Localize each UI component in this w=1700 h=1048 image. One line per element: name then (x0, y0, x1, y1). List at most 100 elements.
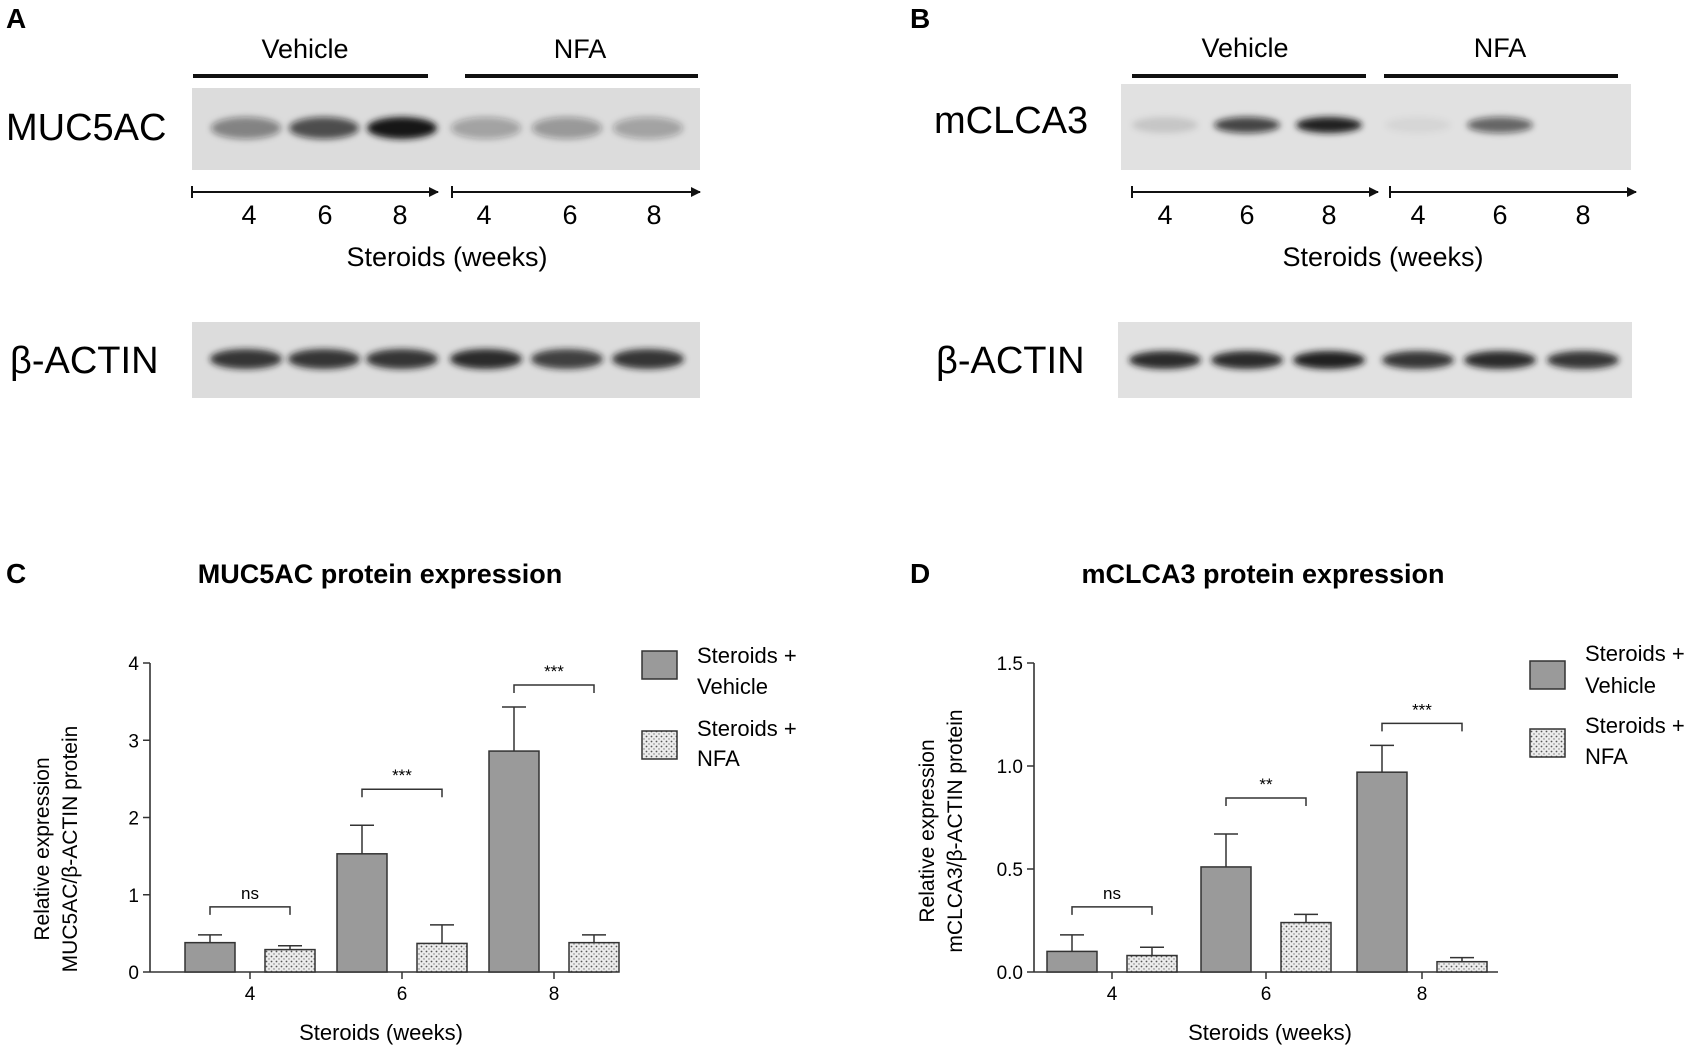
lane-label: 8 (1321, 200, 1336, 230)
protein-label-mclca3: mCLCA3 (934, 100, 1088, 142)
bar-nfa (1126, 954, 1178, 973)
x-tick-label: 4 (1107, 984, 1118, 1005)
legend-label: Steroids + (1585, 713, 1685, 738)
x-tick-label: 8 (549, 984, 560, 1005)
blot-membrane (1118, 322, 1632, 398)
significance-bracket (1071, 906, 1153, 915)
legend-swatch-nfa (1529, 728, 1566, 758)
lane-labels-a: 4 6 8 4 6 8 (241, 200, 661, 230)
legend-swatch-vehicle (1529, 660, 1566, 690)
blot-band (1214, 117, 1280, 133)
blot-band (1296, 117, 1362, 133)
bar-nfa (568, 941, 620, 973)
blot-band (288, 349, 360, 369)
blot-muc5ac (192, 88, 700, 170)
bar-nfa (1280, 921, 1332, 973)
blot-actin-a (192, 322, 700, 398)
significance-label: *** (1412, 700, 1432, 719)
blot-band (613, 117, 683, 139)
lane-label: 8 (1575, 200, 1590, 230)
blot-mclca3 (1121, 84, 1631, 170)
legend-label: Steroids + (697, 643, 797, 668)
bar-vehicle (184, 941, 236, 973)
group-label-nfa: NFA (1474, 33, 1527, 63)
legend-d: Steroids + Vehicle Steroids + NFA (1529, 641, 1685, 769)
x-axis-title: Steroids (weeks) (299, 1020, 463, 1045)
chart-title: MUC5AC protein expression (198, 559, 563, 589)
legend-label: Vehicle (1585, 673, 1656, 698)
y-tick-label: 1.5 (997, 654, 1023, 675)
blot-band (1464, 351, 1536, 369)
y-axis-title-line1: Relative expression (31, 757, 54, 940)
loading-label-actin-b: β-ACTIN (936, 340, 1085, 382)
legend-label: NFA (697, 746, 740, 771)
y-axis-title-line1: Relative expression (916, 739, 939, 922)
y-tick-label: 0 (128, 963, 139, 984)
x-tick-label: 6 (397, 984, 408, 1005)
blot-band (532, 117, 602, 139)
bar-vehicle (336, 853, 388, 973)
bar-nfa (1436, 960, 1488, 973)
panel-letter-b: B (910, 3, 930, 34)
significance-bracket (361, 788, 443, 798)
group-label-vehicle: Vehicle (261, 34, 348, 64)
chart-title: mCLCA3 protein expression (1081, 559, 1444, 589)
lane-labels-b: 4 6 8 4 6 8 (1157, 200, 1590, 230)
lane-label: 8 (646, 200, 661, 230)
x-tick-label: 4 (245, 984, 256, 1005)
bar-chart-mclca3: 0.0 0.5 1.0 1.5 4 ns 6 ** 8 *** (997, 654, 1498, 1005)
y-tick-label: 3 (128, 731, 139, 752)
legend-label: Steroids + (1585, 641, 1685, 666)
lane-label: 4 (476, 200, 491, 230)
blot-actin-b (1118, 322, 1632, 398)
y-tick-label: 0.0 (997, 963, 1023, 984)
blot-bands (210, 349, 684, 369)
significance-bracket (513, 684, 595, 694)
bar-vehicle (1356, 771, 1408, 973)
panel-d: D mCLCA3 protein expression 0.0 0.5 1.0 1.5… (910, 558, 1685, 1045)
blot-band (450, 349, 522, 369)
significance-bracket (1225, 797, 1307, 806)
bar-vehicle (488, 750, 540, 973)
significance-bracket (209, 906, 291, 915)
blot-band (1547, 351, 1619, 369)
significance-bracket (1381, 722, 1463, 732)
panel-letter-c: C (6, 558, 26, 589)
blot-band (367, 117, 437, 139)
x-tick-label: 6 (1261, 984, 1272, 1005)
blot-band (1132, 117, 1198, 133)
protein-label-muc5ac: MUC5AC (6, 107, 166, 149)
lane-label: 4 (241, 200, 256, 230)
blot-band (1211, 351, 1283, 369)
group-label-nfa: NFA (554, 34, 607, 64)
panel-a: A Vehicle NFA MUC5AC 4 6 8 4 6 8 Steroid… (6, 3, 701, 398)
significance-label: *** (392, 766, 412, 785)
significance-label: *** (544, 662, 564, 681)
blot-band (1382, 351, 1454, 369)
lane-label: 8 (392, 200, 407, 230)
blot-band (1385, 117, 1451, 133)
y-tick-label: 1.0 (997, 757, 1023, 778)
bar-vehicle (1200, 866, 1252, 973)
lane-label: 4 (1410, 200, 1425, 230)
panel-b: B Vehicle NFA mCLCA3 4 6 8 4 6 8 Steroid… (910, 3, 1637, 398)
lane-label: 6 (1492, 200, 1507, 230)
significance-label: ns (1103, 884, 1121, 903)
blot-band (1129, 351, 1201, 369)
legend-swatch-nfa (641, 730, 678, 760)
y-tick-label: 2 (128, 809, 139, 830)
x-tick-label: 8 (1417, 984, 1428, 1005)
blot-band (451, 117, 521, 139)
legend-label: NFA (1585, 744, 1628, 769)
blot-band (531, 349, 603, 369)
blot-bands (1129, 351, 1619, 369)
lane-axis-title-a: Steroids (weeks) (346, 242, 547, 272)
group-label-vehicle: Vehicle (1201, 33, 1288, 63)
blot-membrane (1121, 84, 1631, 170)
blot-band (210, 349, 282, 369)
panel-c: C MUC5AC protein expression 0 1 2 3 4 4 ns 6 ***… (6, 558, 797, 1045)
loading-label-actin-a: β-ACTIN (10, 340, 159, 382)
blot-band (289, 117, 359, 139)
blot-band (211, 117, 281, 139)
blot-bands (211, 117, 683, 139)
